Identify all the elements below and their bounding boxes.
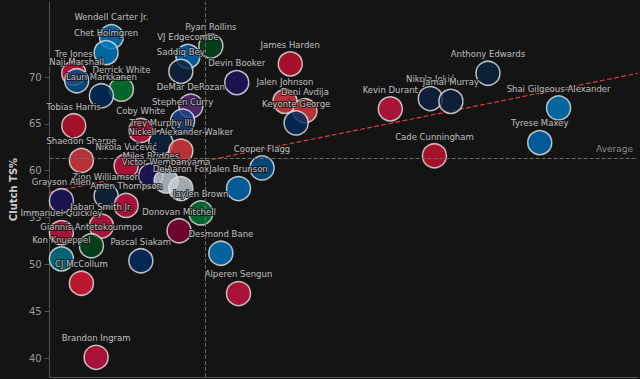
svg-text:De'Aaron Fox: De'Aaron Fox [153, 164, 209, 174]
svg-text:Anthony Edwards: Anthony Edwards [451, 49, 526, 59]
svg-text:Cooper Flagg: Cooper Flagg [234, 144, 290, 154]
svg-text:Amen Thompson: Amen Thompson [90, 181, 162, 191]
svg-text:Tobias Harris: Tobias Harris [46, 102, 102, 112]
svg-text:60: 60 [29, 165, 42, 176]
svg-text:Cade Cunningham: Cade Cunningham [395, 132, 474, 142]
svg-text:Donovan Mitchell: Donovan Mitchell [142, 207, 216, 217]
svg-text:Devin Booker: Devin Booker [208, 58, 265, 68]
svg-text:Desmond Bane: Desmond Bane [188, 229, 253, 239]
svg-text:Coby White: Coby White [116, 106, 165, 116]
svg-text:Derrick White: Derrick White [92, 64, 151, 75]
svg-text:Chet Holmgren: Chet Holmgren [74, 28, 138, 38]
svg-text:Jalen Brunson: Jalen Brunson [208, 164, 268, 174]
svg-text:Clutch TS%: Clutch TS% [8, 158, 19, 221]
svg-text:Wendell Carter Jr.: Wendell Carter Jr. [74, 12, 148, 22]
svg-text:40: 40 [29, 353, 42, 364]
svg-text:Nikola Vučević: Nikola Vučević [95, 141, 157, 152]
svg-text:Deni Avdija: Deni Avdija [281, 87, 329, 97]
svg-text:Jamal Murray: Jamal Murray [422, 77, 479, 87]
svg-text:Saddiq Bey: Saddiq Bey [157, 47, 205, 57]
svg-text:Grayson Allen: Grayson Allen [32, 177, 91, 187]
svg-text:50: 50 [29, 259, 42, 270]
svg-text:Jaylen Brown: Jaylen Brown [172, 189, 228, 199]
svg-text:Keyonte George: Keyonte George [262, 99, 330, 109]
svg-text:Alperen Sengun: Alperen Sengun [205, 269, 273, 279]
svg-text:Stephen Curry: Stephen Curry [152, 96, 214, 107]
svg-text:James Harden: James Harden [260, 40, 320, 50]
svg-text:Lauri Markkanen: Lauri Markkanen [66, 72, 137, 82]
svg-text:Tre Jones: Tre Jones [54, 49, 93, 59]
svg-text:Ryan Rollins: Ryan Rollins [185, 22, 237, 32]
svg-text:Jabari Smith Jr.: Jabari Smith Jr. [69, 202, 132, 212]
svg-text:Shai Gilgeous-Alexander: Shai Gilgeous-Alexander [507, 84, 611, 94]
svg-text:Immanuel Quickley: Immanuel Quickley [20, 208, 103, 219]
svg-text:65: 65 [29, 118, 42, 129]
svg-text:Kon Knueppel: Kon Knueppel [32, 235, 90, 245]
svg-text:45: 45 [29, 306, 42, 317]
svg-text:Giannis Antetokounmpo: Giannis Antetokounmpo [40, 222, 142, 232]
svg-text:Jalen Johnson: Jalen Johnson [256, 77, 314, 88]
svg-text:Trey Murphy III: Trey Murphy III [129, 118, 193, 129]
svg-text:DeMar DeRozan: DeMar DeRozan [157, 82, 225, 92]
svg-text:VJ Edgecombe: VJ Edgecombe [157, 32, 218, 42]
svg-text:Nickell Alexander-Walker: Nickell Alexander-Walker [129, 127, 234, 137]
svg-text:70: 70 [29, 72, 42, 83]
svg-text:Kevin Durant: Kevin Durant [363, 85, 419, 95]
svg-text:Pascal Siakam: Pascal Siakam [111, 237, 172, 247]
svg-text:Brandon Ingram: Brandon Ingram [62, 333, 131, 343]
svg-text:CJ McCollum: CJ McCollum [55, 259, 108, 269]
svg-text:Shaedon Sharpe: Shaedon Sharpe [46, 136, 117, 147]
svg-text:Average: Average [596, 144, 633, 154]
svg-text:Naji Marshall: Naji Marshall [49, 56, 105, 67]
svg-text:Tyrese Maxey: Tyrese Maxey [510, 118, 568, 128]
